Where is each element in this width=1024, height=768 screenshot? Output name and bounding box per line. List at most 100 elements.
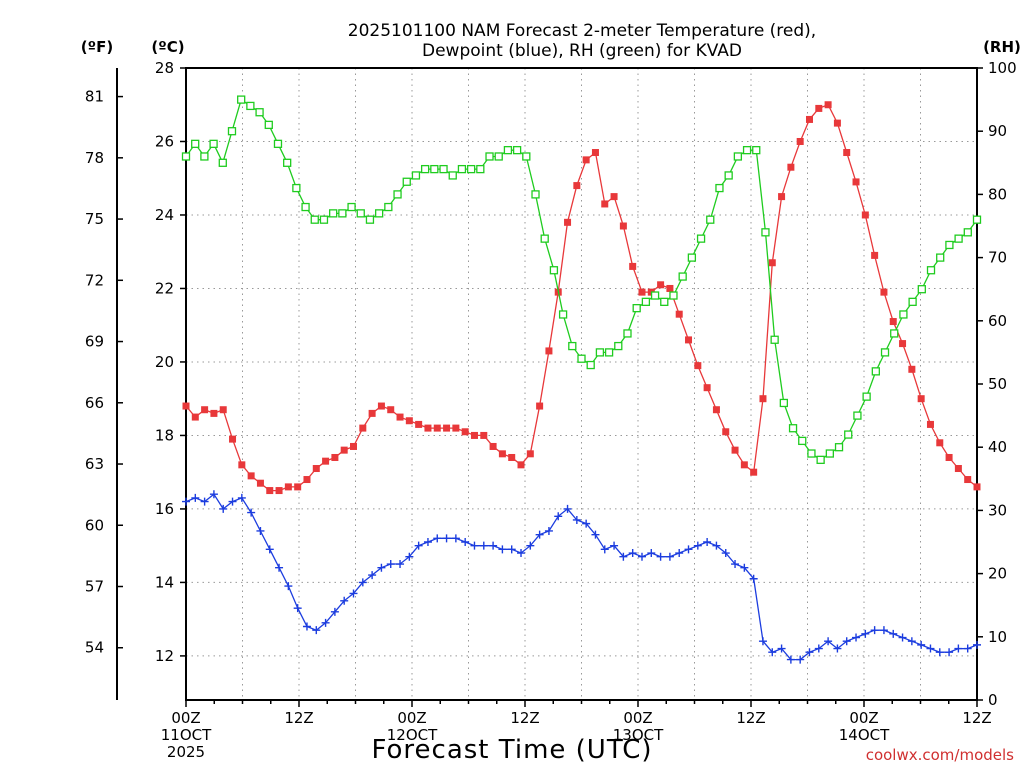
temperature-point <box>517 461 525 469</box>
celsius-tick-label: 24 <box>155 206 174 224</box>
fahrenheit-tick-label: 75 <box>85 210 104 228</box>
fahrenheit-tick-label: 72 <box>85 271 104 289</box>
dewpoint-point <box>265 545 274 554</box>
dewpoint-point <box>321 618 330 627</box>
dewpoint-point <box>796 655 805 664</box>
temperature-point <box>880 288 888 296</box>
chart-axes <box>116 67 978 701</box>
credit-link[interactable]: coolwx.com/models <box>866 746 1014 764</box>
dewpoint-point <box>945 648 954 657</box>
x-tick-label-year: 2025 <box>167 743 205 761</box>
temperature-point <box>415 420 423 428</box>
fahrenheit-tick-label: 78 <box>85 149 104 167</box>
rh-point <box>954 234 963 243</box>
temperature-point <box>852 178 860 186</box>
temperature-point <box>815 104 823 112</box>
x-tick-label-time: 00Z <box>623 709 652 727</box>
rh-point <box>862 392 871 401</box>
dewpoint-point <box>368 571 377 580</box>
rh-point <box>972 215 982 224</box>
chart-title: 2025101100 NAM Forecast 2-meter Temperat… <box>348 21 816 61</box>
dewpoint-point <box>842 637 851 646</box>
rh-point <box>632 304 641 313</box>
dewpoint-point <box>237 493 246 502</box>
dewpoint-point <box>386 560 395 569</box>
dewpoint-point <box>768 648 777 657</box>
rh-point <box>936 253 945 262</box>
temperature-point <box>889 318 897 326</box>
dewpoint-point <box>824 637 833 646</box>
rh-point <box>558 310 568 319</box>
dewpoint-point <box>572 515 581 524</box>
x-tick-label-date: 14OCT <box>839 726 890 744</box>
rh-point <box>356 209 365 218</box>
rh-point <box>880 348 890 357</box>
rh-point <box>439 164 448 174</box>
dewpoint-point <box>414 541 423 550</box>
dewpoint-point <box>209 490 218 499</box>
dewpoint-point <box>377 563 386 572</box>
temperature-point <box>229 435 237 443</box>
rh-point <box>384 202 393 212</box>
x-tick-label-date: 13OCT <box>613 726 664 744</box>
temperature-point <box>359 424 367 432</box>
rh-point <box>604 348 614 357</box>
x-tick-label-time: 00Z <box>849 709 878 727</box>
x-tick-label-time: 12Z <box>510 709 539 727</box>
x-tick-label-time: 12Z <box>962 709 991 727</box>
dewpoint-point <box>619 552 628 561</box>
series-line-rh <box>185 98 978 461</box>
dewpoint-point <box>740 563 749 572</box>
dewpoint-point <box>554 512 563 521</box>
rh-tick-label: 50 <box>988 375 1007 393</box>
dewpoint-point <box>703 538 712 546</box>
temperature-point <box>694 362 702 370</box>
fahrenheit-tick-label: 60 <box>85 516 104 534</box>
dewpoint-point <box>628 549 637 558</box>
rh-point <box>522 152 531 161</box>
series-line-dewpoint <box>185 493 978 661</box>
dewpoint-point <box>582 519 591 528</box>
dewpoint-point <box>926 644 935 653</box>
temperature-point <box>340 446 348 454</box>
dewpoint-point <box>433 534 442 543</box>
unit-label-fahrenheit: (ºF) <box>81 38 113 56</box>
rh-point <box>218 158 227 167</box>
dewpoint-point <box>749 574 758 583</box>
fahrenheit-tick-label: 54 <box>85 639 104 657</box>
rh-point <box>568 341 577 351</box>
temperature-point <box>256 479 264 487</box>
dewpoint-point <box>340 596 349 605</box>
x-tick-label-time: 00Z <box>397 709 426 727</box>
rh-point <box>181 152 191 161</box>
dewpoint-point <box>786 655 795 664</box>
rh-point <box>844 430 853 439</box>
rh-point <box>402 177 411 186</box>
rh-point <box>549 266 559 275</box>
rh-point <box>798 436 807 446</box>
rh-point <box>706 215 715 224</box>
rh-point <box>825 449 834 458</box>
rh-point <box>917 285 926 294</box>
temperature-point <box>582 156 590 164</box>
rh-point <box>586 360 595 370</box>
temperature-point <box>657 281 665 289</box>
rh-point <box>853 411 862 420</box>
dewpoint-point <box>917 640 926 649</box>
dewpoint-point <box>479 541 488 550</box>
rh-point <box>512 146 522 155</box>
rh-point <box>687 253 697 262</box>
rh-point <box>347 202 356 212</box>
dewpoint-point <box>731 560 740 569</box>
celsius-tick-label: 26 <box>155 132 174 150</box>
x-axis-title: Forecast Time (UTC) <box>371 735 652 765</box>
rh-point <box>577 354 586 363</box>
temperature-point <box>182 402 190 410</box>
unit-label-rh: (RH) <box>983 38 1021 56</box>
rh-point <box>899 310 908 319</box>
dewpoint-point <box>293 604 302 613</box>
temperature-point <box>908 365 916 373</box>
rh-point <box>761 228 770 237</box>
temperature-point <box>545 347 553 355</box>
